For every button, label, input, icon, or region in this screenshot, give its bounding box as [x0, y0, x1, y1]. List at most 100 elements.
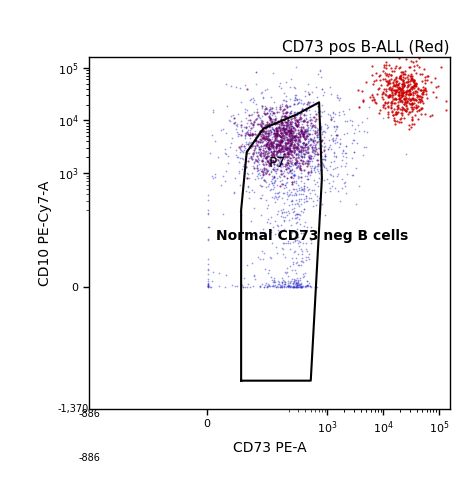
- Point: [259, 157, 266, 165]
- Point: [322, 150, 329, 158]
- Point: [257, 194, 265, 202]
- Point: [274, 163, 281, 170]
- Point: [287, 147, 294, 155]
- Point: [339, 147, 346, 155]
- Point: [290, 125, 298, 133]
- Point: [287, 140, 294, 148]
- Point: [317, 165, 325, 173]
- Point: [286, 283, 294, 291]
- Point: [404, 82, 412, 89]
- Point: [279, 123, 287, 131]
- Point: [239, 147, 246, 155]
- Point: [418, 97, 425, 105]
- Point: [371, 50, 378, 58]
- Point: [398, 92, 405, 100]
- Point: [263, 166, 271, 174]
- Point: [263, 165, 270, 173]
- Point: [246, 138, 253, 146]
- Point: [260, 165, 267, 173]
- Point: [250, 146, 257, 154]
- Point: [277, 221, 285, 229]
- Point: [409, 77, 417, 85]
- Point: [309, 186, 316, 194]
- Point: [291, 159, 299, 167]
- Point: [284, 143, 291, 151]
- Point: [293, 214, 301, 221]
- Point: [284, 118, 291, 126]
- Point: [387, 80, 394, 87]
- Point: [281, 109, 289, 117]
- Point: [294, 130, 301, 137]
- Point: [416, 86, 424, 94]
- Point: [300, 128, 307, 136]
- Point: [303, 282, 310, 290]
- Point: [301, 159, 309, 167]
- Point: [339, 185, 346, 192]
- Point: [318, 159, 325, 166]
- Point: [265, 130, 272, 138]
- Point: [420, 86, 428, 94]
- Point: [254, 170, 262, 178]
- Point: [310, 122, 318, 130]
- Point: [275, 152, 282, 160]
- Point: [283, 168, 291, 176]
- Point: [277, 116, 285, 124]
- Point: [301, 143, 308, 151]
- Point: [295, 184, 303, 191]
- Point: [321, 211, 328, 219]
- Point: [297, 126, 304, 134]
- Point: [360, 143, 367, 151]
- Point: [294, 281, 302, 289]
- Point: [329, 137, 337, 145]
- Point: [265, 144, 272, 152]
- Point: [277, 134, 285, 141]
- Point: [333, 91, 340, 99]
- Point: [291, 125, 298, 133]
- Point: [305, 138, 312, 146]
- Point: [392, 88, 400, 96]
- Point: [273, 140, 280, 148]
- Point: [295, 237, 302, 245]
- Point: [252, 149, 259, 157]
- Point: [294, 135, 302, 142]
- Point: [282, 130, 290, 138]
- Point: [266, 162, 273, 169]
- Point: [355, 104, 363, 111]
- Point: [275, 188, 283, 196]
- Point: [270, 109, 278, 117]
- Point: [284, 144, 291, 152]
- Point: [351, 129, 358, 137]
- Point: [293, 159, 301, 166]
- Point: [296, 130, 303, 137]
- Point: [275, 140, 282, 148]
- Point: [294, 137, 302, 145]
- Point: [244, 119, 251, 127]
- Point: [289, 227, 297, 235]
- Point: [300, 134, 308, 142]
- Point: [403, 83, 411, 91]
- Point: [315, 144, 322, 152]
- Point: [284, 116, 292, 124]
- Point: [292, 238, 299, 246]
- Point: [287, 159, 295, 166]
- Point: [259, 171, 267, 179]
- Point: [285, 138, 292, 146]
- Point: [382, 58, 390, 66]
- Point: [282, 126, 289, 134]
- Point: [396, 82, 403, 90]
- Point: [331, 124, 338, 132]
- Point: [407, 56, 414, 64]
- Point: [274, 146, 282, 154]
- Point: [390, 79, 397, 86]
- Point: [248, 169, 256, 177]
- Point: [297, 142, 304, 150]
- Point: [292, 108, 299, 116]
- Point: [275, 131, 282, 139]
- Point: [279, 118, 286, 126]
- Point: [275, 123, 283, 131]
- Point: [267, 138, 275, 146]
- Point: [258, 148, 265, 156]
- Point: [335, 143, 342, 151]
- Point: [402, 67, 409, 75]
- Point: [396, 91, 403, 99]
